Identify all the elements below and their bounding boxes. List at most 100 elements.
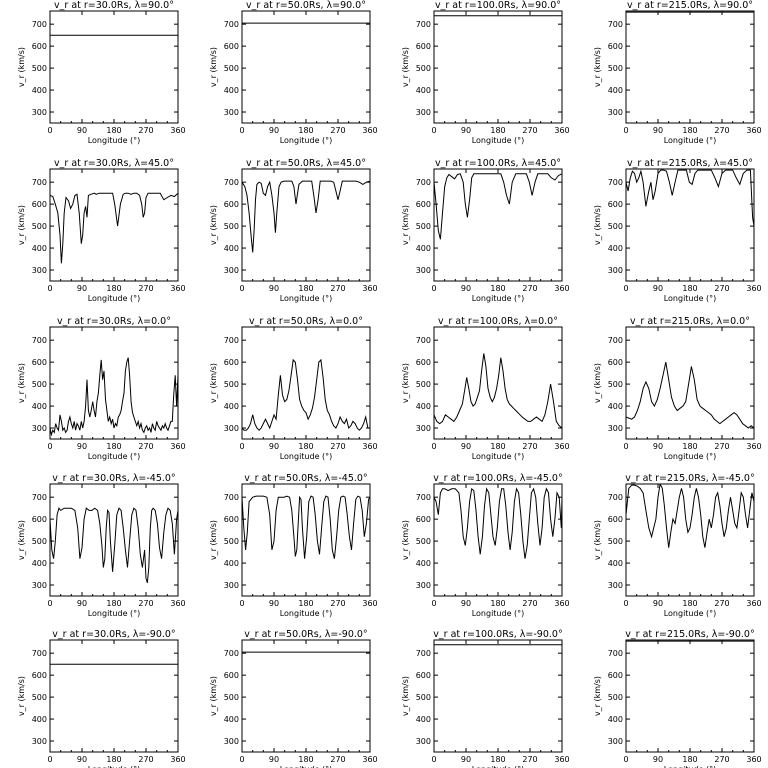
chart-panel: v_r at r=30.0Rs, λ=45.0° 0 90 180 270 360 300 4… [17, 158, 186, 303]
y-tick-label: 400 [32, 402, 47, 411]
x-tick-label: 0 [47, 755, 52, 764]
x-tick-label: 360 [554, 755, 569, 764]
y-tick-label: 400 [416, 86, 431, 95]
y-tick-label: 400 [224, 402, 239, 411]
x-tick-label: 270 [138, 599, 153, 608]
velocity-series-line [626, 484, 754, 548]
x-tick-label: 90 [269, 599, 279, 608]
y-axis-label: v_r (km/s) [209, 205, 218, 245]
y-axis-label: v_r (km/s) [209, 520, 218, 560]
y-tick-label: 300 [608, 424, 623, 433]
x-tick-label: 270 [330, 755, 345, 764]
y-tick-label: 600 [608, 671, 623, 680]
y-axis-label: v_r (km/s) [209, 676, 218, 716]
plot-frame [625, 10, 755, 124]
y-tick-label: 600 [32, 42, 47, 51]
x-axis-label: Longitude (°) [280, 452, 333, 461]
y-axis-label: v_r (km/s) [17, 47, 26, 87]
panel-title: v_r at r=215.0Rs, λ=0.0° [630, 316, 750, 327]
x-tick-label: 270 [714, 599, 729, 608]
chart-panel: v_r at r=50.0Rs, λ=45.0° 0 90 180 270 360 300 4… [209, 158, 378, 303]
velocity-series-line [242, 180, 370, 253]
y-tick-label: 500 [608, 64, 623, 73]
x-tick-label: 0 [623, 599, 628, 608]
y-tick-label: 300 [224, 737, 239, 746]
x-tick-label: 270 [522, 599, 537, 608]
panel-title: v_r at r=30.0Rs, λ=-90.0° [52, 629, 175, 640]
y-tick-label: 300 [608, 737, 623, 746]
x-tick-label: 0 [239, 126, 244, 135]
x-tick-label: 180 [682, 126, 697, 135]
chart-panel: v_r at r=50.0Rs, λ=-45.0° 0 90 180 270 360 300… [209, 473, 378, 618]
x-tick-label: 270 [330, 599, 345, 608]
x-tick-label: 360 [554, 442, 569, 451]
chart-panel: v_r at r=100.0Rs, λ=-45.0° 0 90 180 270 360 30… [401, 473, 570, 618]
y-tick-label: 700 [608, 493, 623, 502]
plot-frame [433, 639, 563, 753]
y-tick-label: 500 [224, 64, 239, 73]
y-tick-label: 400 [224, 715, 239, 724]
x-tick-label: 360 [362, 284, 377, 293]
x-tick-label: 270 [138, 442, 153, 451]
y-axis-label: v_r (km/s) [401, 205, 410, 245]
y-tick-label: 500 [32, 222, 47, 231]
y-tick-label: 500 [224, 537, 239, 546]
panel-title: v_r at r=100.0Rs, λ=45.0° [435, 158, 561, 169]
y-tick-label: 600 [608, 200, 623, 209]
y-tick-label: 700 [608, 20, 623, 29]
x-tick-label: 180 [298, 442, 313, 451]
velocity-series-line [242, 358, 370, 431]
x-tick-label: 270 [714, 442, 729, 451]
y-tick-label: 500 [608, 537, 623, 546]
y-tick-label: 600 [416, 42, 431, 51]
y-tick-label: 500 [32, 693, 47, 702]
y-tick-label: 300 [608, 266, 623, 275]
panel-title: v_r at r=100.0Rs, λ=-90.0° [433, 629, 562, 640]
y-tick-label: 600 [608, 358, 623, 367]
x-tick-label: 90 [653, 126, 663, 135]
x-tick-label: 0 [239, 284, 244, 293]
x-axis-label: Longitude (°) [472, 609, 525, 618]
y-tick-label: 600 [32, 358, 47, 367]
chart-panel: v_r at r=30.0Rs, λ=-45.0° 0 90 180 270 360 300… [17, 473, 186, 618]
x-axis-label: Longitude (°) [472, 294, 525, 303]
y-tick-label: 300 [416, 737, 431, 746]
x-tick-label: 90 [653, 284, 663, 293]
x-tick-label: 90 [461, 442, 471, 451]
x-tick-label: 360 [362, 442, 377, 451]
chart-panel: v_r at r=30.0Rs, λ=90.0° 0 90 180 270 360 300 4… [17, 0, 186, 145]
x-tick-label: 0 [47, 284, 52, 293]
y-tick-label: 600 [416, 515, 431, 524]
panel-title: v_r at r=50.0Rs, λ=-45.0° [244, 473, 367, 484]
x-axis-label: Longitude (°) [664, 294, 717, 303]
y-axis-label: v_r (km/s) [593, 676, 602, 716]
panel-title: v_r at r=30.0Rs, λ=0.0° [57, 316, 171, 327]
y-tick-label: 700 [416, 649, 431, 658]
x-tick-label: 360 [746, 442, 761, 451]
x-tick-label: 360 [554, 599, 569, 608]
plot-frame [241, 326, 371, 440]
y-tick-label: 400 [608, 244, 623, 253]
plot-frame [49, 326, 179, 440]
x-tick-label: 90 [461, 599, 471, 608]
y-tick-label: 600 [32, 515, 47, 524]
x-tick-label: 270 [138, 755, 153, 764]
plot-frame [241, 639, 371, 753]
x-tick-label: 180 [298, 599, 313, 608]
y-tick-label: 400 [416, 715, 431, 724]
y-tick-label: 700 [608, 336, 623, 345]
y-tick-label: 700 [608, 649, 623, 658]
y-tick-label: 500 [224, 222, 239, 231]
y-tick-label: 700 [224, 20, 239, 29]
x-tick-label: 180 [106, 284, 121, 293]
x-tick-label: 0 [239, 599, 244, 608]
y-tick-label: 700 [224, 178, 239, 187]
panel-title: v_r at r=100.0Rs, λ=-45.0° [433, 473, 562, 484]
velocity-series-line [242, 495, 370, 559]
y-tick-label: 500 [416, 537, 431, 546]
y-tick-label: 500 [608, 380, 623, 389]
y-tick-label: 500 [608, 222, 623, 231]
x-tick-label: 180 [298, 284, 313, 293]
y-tick-label: 500 [416, 693, 431, 702]
y-tick-label: 400 [608, 86, 623, 95]
